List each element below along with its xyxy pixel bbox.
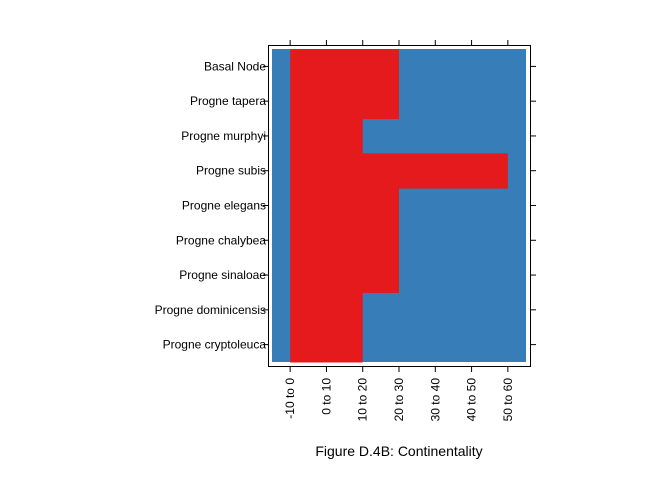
row-label: Progne dominicensis (155, 303, 266, 317)
figure-caption: Figure D.4B: Continentality (315, 443, 482, 459)
column-label: 10 to 20 (356, 378, 370, 422)
heatmap-cell (290, 222, 399, 259)
column-label: 40 to 50 (465, 378, 479, 422)
column-label: 50 to 60 (501, 378, 515, 422)
heatmap-cell (290, 83, 399, 120)
row-label: Progne tapera (190, 94, 266, 108)
row-label: Basal Node (204, 59, 266, 73)
heatmap-cell (290, 188, 399, 224)
row-label: Progne cryptoleuca (163, 338, 267, 352)
row-label: Progne chalybea (176, 233, 266, 247)
row-label: Progne sinaloae (179, 268, 266, 282)
heatmap-cell (290, 292, 363, 328)
heatmap-cell (290, 118, 363, 154)
heatmap-cell (290, 49, 399, 85)
heatmap-cell (290, 257, 399, 293)
heatmap-cell (290, 153, 508, 189)
column-label: 0 to 10 (319, 378, 333, 415)
row-label: Progne murphyi (181, 129, 266, 143)
row-label: Progne subis (196, 164, 266, 178)
column-label: 20 to 30 (392, 378, 406, 422)
row-label: Progne elegans (182, 199, 266, 213)
heatmap-cell (290, 327, 363, 363)
column-label: 30 to 40 (428, 378, 442, 422)
column-label: -10 to 0 (283, 378, 297, 419)
